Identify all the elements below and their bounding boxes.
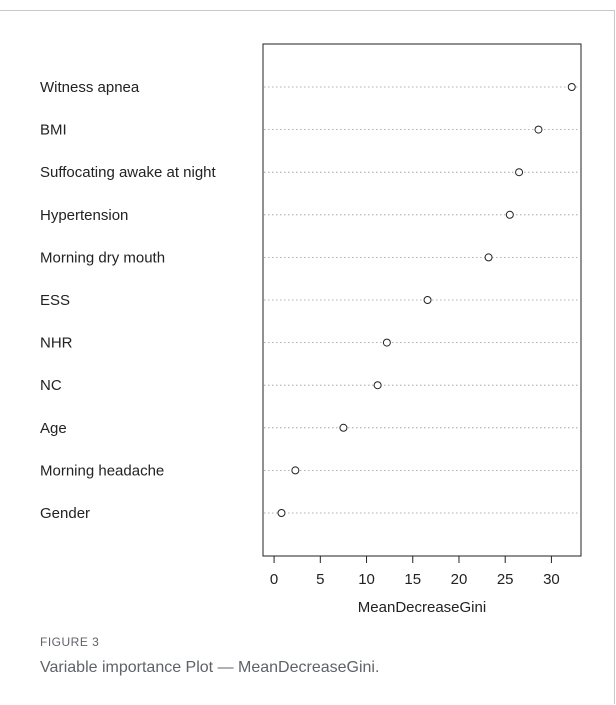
category-labels: Witness apnea BMI Suffocating awake at nig… (40, 79, 217, 522)
x-tick-label: 10 (358, 571, 375, 588)
data-point (534, 125, 543, 134)
data-point (505, 210, 514, 219)
category-label: Suffocating awake at night (40, 164, 217, 181)
data-point (291, 466, 300, 475)
category-label: Hypertension (40, 207, 128, 224)
x-tick-label: 15 (404, 571, 421, 588)
x-tick-label: 30 (543, 571, 560, 588)
x-tick-label: 25 (497, 571, 514, 588)
category-label: Morning headache (40, 462, 164, 479)
category-label: ESS (40, 292, 70, 309)
data-point (339, 423, 348, 432)
category-label: Witness apnea (40, 79, 140, 96)
category-label: Morning dry mouth (40, 249, 165, 266)
x-axis: 0 5 10 15 20 25 30 (270, 555, 560, 588)
category-label: NC (40, 377, 62, 394)
category-label: NHR (40, 335, 73, 352)
figure-frame (0, 10, 615, 704)
x-tick-label: 20 (451, 571, 468, 588)
category-label: Age (40, 420, 67, 437)
guide-lines (264, 86, 580, 514)
data-point (277, 509, 286, 517)
data-point (484, 253, 493, 262)
x-tick-label: 5 (316, 571, 324, 588)
figure-label: FIGURE 3 (40, 635, 100, 649)
category-label: Gender (40, 505, 90, 522)
data-point (382, 338, 391, 347)
x-axis-title: MeanDecreaseGini (358, 599, 486, 616)
dotchart: Witness apnea BMI Suffocating awake at nig… (40, 43, 582, 616)
data-point (373, 381, 382, 390)
figure-caption: Variable importance Plot — MeanDecreaseG… (40, 659, 380, 676)
data-point (423, 296, 432, 304)
data-points (277, 83, 576, 517)
category-label: BMI (40, 122, 67, 139)
data-point (515, 168, 524, 177)
data-point (567, 83, 576, 91)
x-tick-label: 0 (270, 571, 278, 588)
